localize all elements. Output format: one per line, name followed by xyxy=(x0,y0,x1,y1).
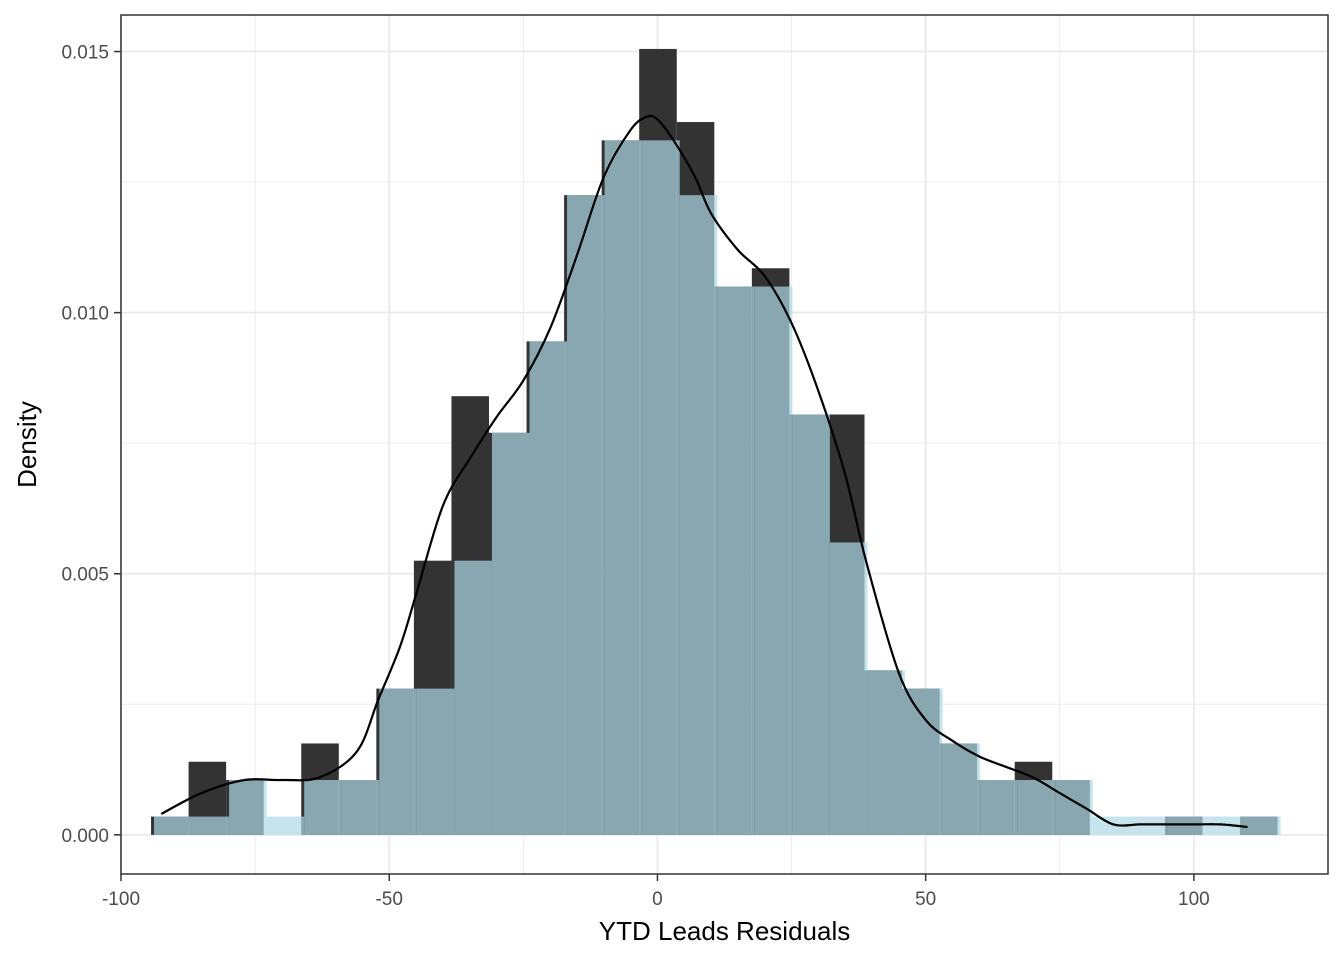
x-axis-title: YTD Leads Residuals xyxy=(599,916,850,946)
overlay-bar xyxy=(191,816,230,835)
x-tick-label: 100 xyxy=(1178,889,1210,910)
overlay-bar xyxy=(379,688,417,835)
y-tick-label: 0.005 xyxy=(61,565,109,586)
overlay-bar xyxy=(567,195,605,835)
x-tick-label: -100 xyxy=(102,889,140,910)
y-axis-title: Density xyxy=(12,401,42,488)
overlay-bar xyxy=(754,286,793,835)
x-tick-label: 0 xyxy=(652,889,663,910)
overlay-bar xyxy=(1242,816,1281,835)
x-tick-label: 50 xyxy=(915,889,936,910)
overlay-bar xyxy=(304,780,342,835)
y-axis: 0.000 0.005 0.010 0.015 xyxy=(61,43,121,847)
overlay-bar xyxy=(229,780,267,835)
overlay-bar xyxy=(153,816,192,835)
density-curve xyxy=(160,114,1248,829)
x-axis: -100 -50 0 50 100 xyxy=(102,874,1210,910)
overlay-bar xyxy=(1167,816,1206,835)
x-tick-label: -50 xyxy=(375,889,402,910)
overlay-bar xyxy=(416,688,455,835)
plot-panel-border xyxy=(120,14,1329,875)
overlay-bar xyxy=(942,743,981,835)
overlay-bars xyxy=(153,140,1281,835)
overlay-bar xyxy=(980,780,1018,835)
overlay-bar xyxy=(529,341,568,835)
overlay-bar xyxy=(1130,816,1168,835)
y-tick-label: 0.010 xyxy=(61,304,109,325)
overlay-bar xyxy=(1017,780,1056,835)
y-tick-label: 0.015 xyxy=(61,43,109,64)
overlay-bar xyxy=(266,816,305,835)
overlay-bar xyxy=(829,542,868,835)
overlay-bar xyxy=(679,195,718,835)
overlay-bar xyxy=(454,560,492,835)
overlay-bar xyxy=(867,670,906,835)
overlay-bar xyxy=(1055,780,1093,835)
y-tick-label: 0.000 xyxy=(61,826,109,847)
overlay-bar xyxy=(341,780,380,835)
overlay-bar xyxy=(1092,816,1131,835)
overlay-bar xyxy=(491,432,530,835)
overlay-bar xyxy=(604,140,643,835)
overlay-bar xyxy=(642,140,680,835)
overlay-bar xyxy=(905,688,943,835)
overlay-bar xyxy=(792,414,830,835)
overlay-bar xyxy=(717,286,755,835)
